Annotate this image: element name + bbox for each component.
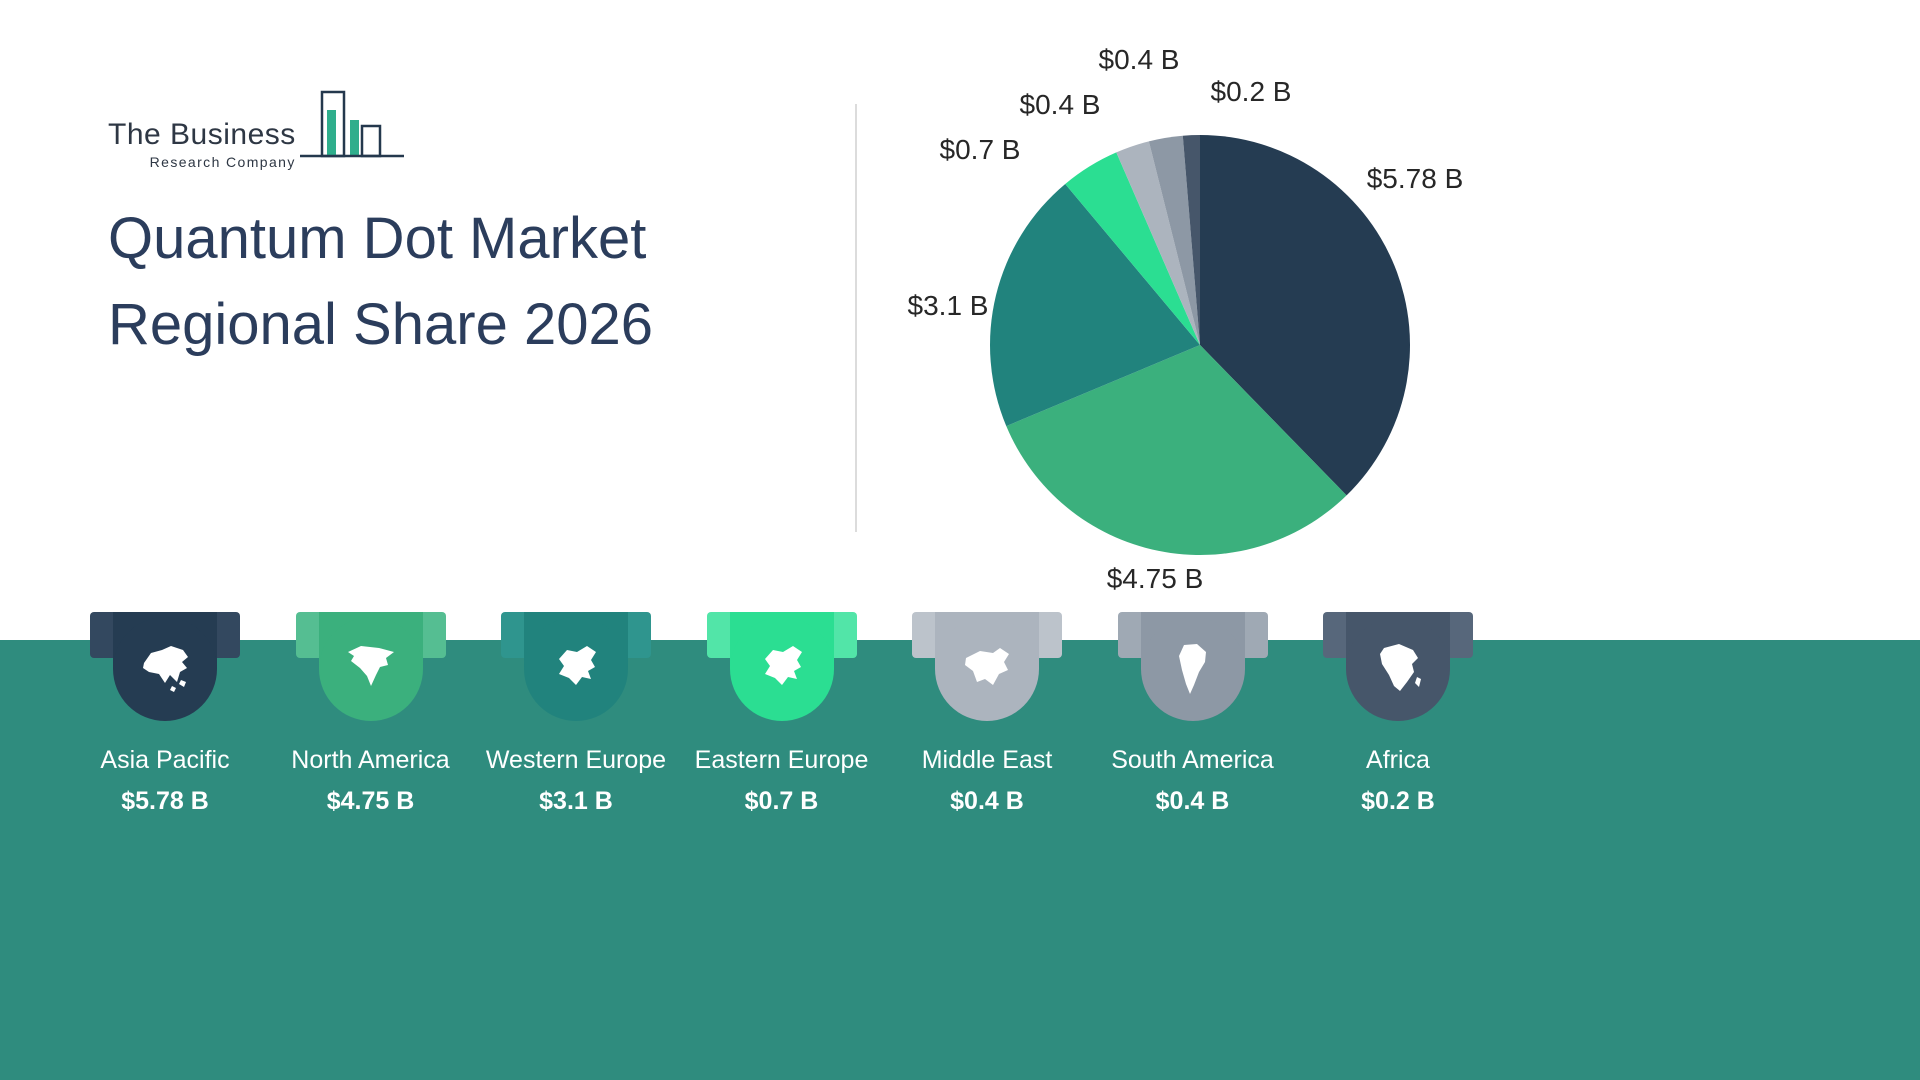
middle-east-map-icon <box>965 648 1009 685</box>
pie-slice-eastern-europe <box>1065 152 1200 345</box>
region-badge <box>912 612 1062 721</box>
region-badge <box>295 612 446 721</box>
pie-chart: $5.78 B $4.75 B $3.1 B $0.7 B $0.4 B $0.4 B $0… <box>908 44 1464 594</box>
region-value: $0.4 B <box>950 787 1024 815</box>
region-value: $3.1 B <box>539 787 613 815</box>
region-name: Africa <box>1366 746 1430 774</box>
region-value: $0.4 B <box>1155 787 1230 815</box>
region-name: Eastern Europe <box>694 746 869 774</box>
pie-label-africa: $0.2 B <box>1211 76 1292 107</box>
region-value: $5.78 B <box>121 787 209 815</box>
region-badge <box>706 612 857 721</box>
page-title-line2: Regional Share 2026 <box>108 292 653 357</box>
pie-label-asia-pacific: $5.78 B <box>1367 163 1464 194</box>
region-value: $0.7 B <box>744 787 819 815</box>
pie-slice-middle-east <box>1116 141 1200 345</box>
north-america-map-icon <box>347 646 394 686</box>
pie-slice-africa <box>1182 135 1200 345</box>
region-badge <box>1117 612 1268 721</box>
region-item-western-europe: Western Europe $3.1 B <box>471 612 681 816</box>
pie-label-middle-east: $0.4 B <box>1020 89 1101 120</box>
region-item-eastern-europe: Eastern Europe $0.7 B <box>677 612 887 816</box>
region-legend: Asia Pacific $5.78 B North America $4.75… <box>0 612 1920 1080</box>
eastern-europe-map-icon <box>764 646 802 685</box>
region-badge <box>1323 612 1473 721</box>
pie-label-south-america: $0.4 B <box>1099 44 1180 75</box>
region-badge <box>90 612 240 721</box>
region-item-middle-east: Middle East $0.4 B <box>882 612 1092 816</box>
region-name: North America <box>291 746 450 774</box>
region-value: $0.2 B <box>1361 787 1435 815</box>
south-america-map-icon <box>1178 644 1206 694</box>
pie-slice-south-america <box>1148 135 1200 345</box>
region-value: $4.75 B <box>326 787 415 815</box>
region-name: Western Europe <box>485 746 667 774</box>
logo-bar-chart-icon <box>299 90 404 158</box>
page-title: Quantum Dot Market Regional Share 2026 <box>108 196 653 368</box>
pie-slice-asia-pacific <box>1200 135 1410 496</box>
pie-slice-north-america <box>1006 345 1347 555</box>
brand-name: The Business <box>108 118 296 151</box>
region-item-asia-pacific: Asia Pacific $5.78 B <box>60 612 270 816</box>
region-item-africa: Africa $0.2 B <box>1293 612 1503 816</box>
brand-logo: The Business Research Company <box>108 90 404 170</box>
region-name: South America <box>1111 746 1274 774</box>
pie-label-eastern-europe: $0.7 B <box>940 134 1021 165</box>
region-name: Asia Pacific <box>100 746 230 774</box>
brand-subtitle: Research Company <box>149 154 296 170</box>
asia-map-icon <box>143 646 188 692</box>
pie-label-western-europe: $3.1 B <box>908 290 989 321</box>
vertical-divider <box>855 104 857 532</box>
pie-label-north-america: $4.75 B <box>1107 563 1204 594</box>
region-name: Middle East <box>921 746 1053 774</box>
western-europe-map-icon <box>559 646 596 685</box>
region-badge <box>501 612 651 721</box>
page-title-line1: Quantum Dot Market <box>108 206 647 271</box>
region-item-south-america: South America $0.4 B <box>1088 612 1298 816</box>
brand-logo-text: The Business Research Company <box>108 118 296 170</box>
pie-slice-western-europe <box>990 183 1200 427</box>
africa-map-icon <box>1380 644 1421 691</box>
region-item-north-america: North America $4.75 B <box>266 612 476 816</box>
